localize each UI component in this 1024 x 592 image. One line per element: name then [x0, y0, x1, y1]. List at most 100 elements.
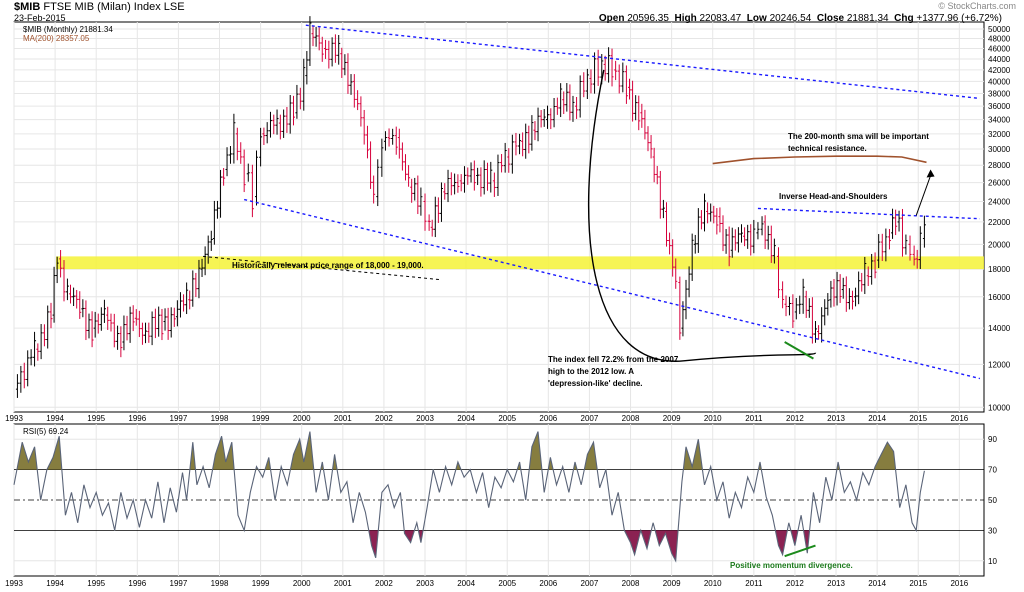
price-y-tick: 48000 — [988, 35, 1011, 44]
annotation-hns: Inverse Head-and-Shoulders — [779, 192, 888, 201]
rsi-overbought-fill — [290, 431, 314, 470]
rsi-overbought-fill — [683, 439, 703, 470]
rsi-divergence-line — [784, 544, 816, 558]
rsi-oversold-fill — [624, 530, 641, 555]
price-y-tick: 10000 — [988, 403, 1011, 412]
price-x-tick: 1998 — [211, 414, 229, 423]
rsi-x-tick: 1999 — [252, 579, 270, 588]
price-x-tick: 2007 — [581, 414, 599, 423]
rsi-x-tick: 2007 — [581, 579, 599, 588]
price-y-tick: 26000 — [988, 179, 1011, 188]
price-x-tick: 1999 — [252, 414, 270, 423]
rsi-x-tick: 2012 — [786, 579, 804, 588]
price-x-tick: 2000 — [293, 414, 311, 423]
price-x-tick: 2003 — [416, 414, 434, 423]
price-y-tick: 40000 — [988, 77, 1011, 86]
rsi-overbought-fill — [212, 436, 235, 470]
low-label: Low — [746, 13, 767, 24]
price-x-tick: 1993 — [5, 414, 23, 423]
price-legend-entry: MA(200) 28357.05 — [23, 34, 90, 43]
annotation-ma-resistance-2: technical resistance. — [788, 144, 867, 153]
open-value: 20596.35 — [627, 13, 669, 24]
price-frame — [13, 21, 985, 413]
annotation-decline-2: high to the 2012 low. A — [548, 367, 634, 376]
rsi-oversold-fill — [640, 530, 652, 549]
rsi-x-tick: 2011 — [745, 579, 763, 588]
price-y-tick: 18000 — [988, 265, 1011, 274]
chg-value: +1377.96 (+6.72%) — [916, 13, 1002, 24]
decline-arc — [587, 69, 817, 362]
rsi-x-tick: 1996 — [128, 579, 146, 588]
annotation-divergence: Positive momentum divergence. — [730, 561, 853, 570]
price-y-tick: 42000 — [988, 66, 1011, 75]
trendline — [244, 198, 981, 380]
price-x-tick: 2011 — [745, 414, 763, 423]
symbol-ticker: $MIB — [14, 1, 41, 13]
low-value: 20246.54 — [769, 13, 812, 24]
rsi-y-tick: 90 — [988, 435, 997, 444]
chart-date: 23-Feb-2015 — [14, 13, 66, 23]
price-x-tick: 2004 — [457, 414, 475, 423]
rsi-y-tick: 50 — [988, 496, 997, 505]
rsi-x-tick: 2008 — [622, 579, 640, 588]
rsi-overbought-fill — [189, 442, 196, 470]
price-y-tick: 20000 — [988, 240, 1011, 249]
rsi-x-tick: 2015 — [909, 579, 927, 588]
price-x-tick: 2008 — [622, 414, 640, 423]
price-x-tick: 1996 — [128, 414, 146, 423]
rsi-overbought-fill — [46, 436, 62, 470]
trendline — [757, 207, 980, 220]
rsi-legend-entry: RSI(5) 69.24 — [23, 427, 69, 436]
rsi-oversold-fill — [404, 530, 415, 543]
high-value: 22083.47 — [699, 13, 742, 24]
rsi-x-tick: 2005 — [498, 579, 516, 588]
annotation-decline-1: The index fell 72.2% from the 2007 — [548, 355, 679, 364]
annotation-decline-3: 'depression-like' decline. — [548, 379, 643, 388]
rsi-overbought-fill — [16, 442, 38, 470]
price-x-tick: 2016 — [950, 414, 968, 423]
price-y-tick: 12000 — [988, 360, 1011, 369]
rsi-x-tick: 1998 — [211, 579, 229, 588]
price-y-tick: 50000 — [988, 25, 1011, 34]
rsi-overbought-fill — [874, 442, 896, 470]
price-y-tick: 28000 — [988, 161, 1011, 170]
rsi-x-tick: 1995 — [87, 579, 105, 588]
annotation-support: Historically relevant price range of 18,… — [232, 261, 424, 270]
rsi-x-tick: 2001 — [334, 579, 352, 588]
price-y-tick: 44000 — [988, 55, 1011, 64]
price-x-tick: 2009 — [663, 414, 681, 423]
price-divergence-line — [784, 341, 814, 360]
open-label: Open — [598, 13, 625, 24]
rsi-x-tick: 2009 — [663, 579, 681, 588]
rsi-x-tick: 2003 — [416, 579, 434, 588]
price-y-tick: 30000 — [988, 145, 1011, 154]
rsi-x-tick: 2016 — [950, 579, 968, 588]
close-value: 21881.34 — [846, 13, 889, 24]
support-extension — [203, 255, 442, 281]
rsi-oversold-fill — [655, 530, 679, 561]
rsi-oversold-fill — [790, 530, 799, 546]
rsi-x-tick: 2014 — [868, 579, 886, 588]
rsi-x-tick: 2013 — [827, 579, 845, 588]
close-label: Close — [816, 13, 845, 24]
rsi-panel: 1993 1994 1995 1996 1997 1998 1999 2000 2001 2002… — [5, 423, 997, 588]
rsi-x-tick: 2010 — [704, 579, 722, 588]
price-x-tick: 2002 — [375, 414, 393, 423]
annotation-ma-resistance-1: The 200-month sma will be important — [788, 132, 929, 141]
resistance-arrow-head — [926, 169, 935, 178]
price-x-tick: 2015 — [909, 414, 927, 423]
chart-symbol: $MIB FTSE MIB (Milan) Index LSE — [14, 1, 185, 13]
chg-label: Chg — [894, 13, 914, 24]
price-y-tick: 14000 — [988, 324, 1011, 333]
price-y-tick: 38000 — [988, 89, 1011, 98]
rsi-x-tick: 1997 — [170, 579, 188, 588]
resistance-arrow-shaft — [915, 175, 932, 216]
rsi-y-tick: 10 — [988, 557, 997, 566]
rsi-x-tick: 2000 — [293, 579, 311, 588]
price-panel: 1993 1994 1995 1996 1997 1998 1999 2000 2001 2002… — [5, 16, 1011, 423]
brand-watermark: © StockCharts.com — [938, 1, 1016, 11]
price-x-tick: 1994 — [46, 414, 64, 423]
price-y-tick: 36000 — [988, 102, 1011, 111]
price-y-tick: 46000 — [988, 45, 1011, 54]
